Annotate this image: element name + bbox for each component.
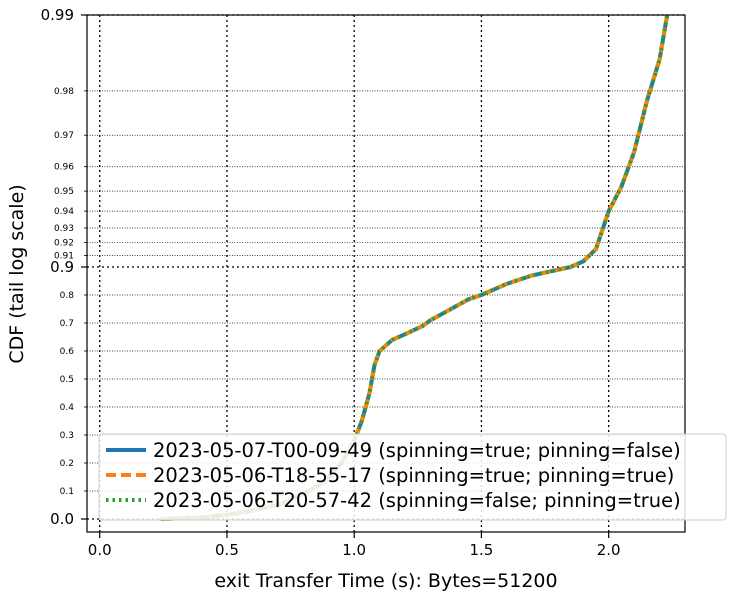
- y-axis-title: CDF (tail log scale): [6, 184, 28, 363]
- y-minor-tick-label: 0.97: [54, 131, 74, 141]
- y-minor-tick-label: 0.94: [54, 207, 74, 217]
- series-line-3: [160, 14, 670, 521]
- y-major-tick-label: 0.9: [50, 258, 74, 276]
- legend-label-1: 2023-05-07-T00-09-49 (spinning=true; pin…: [153, 439, 681, 462]
- y-minor-tick-label: 0.91: [54, 251, 74, 261]
- x-tick-label: 2.0: [597, 541, 621, 559]
- y-minor-tick-label: 0.96: [54, 163, 74, 173]
- y-minor-tick-label: 0.92: [54, 239, 74, 249]
- legend-items: 2023-05-07-T00-09-49 (spinning=true; pin…: [106, 439, 681, 512]
- axis-ticks: 0.0 0.5 1.0 1.5 2.0 0.1 0.2 0.3 0.4 0.5 0.6 0.7 0.8 0…: [41, 6, 621, 559]
- y-minor-tick-label: 0.3: [60, 431, 74, 441]
- y-minor-tick-label: 0.2: [60, 459, 74, 469]
- x-tick-label: 0.5: [215, 541, 239, 559]
- legend-label-3: 2023-05-06-T20-57-42 (spinning=false; pi…: [153, 489, 681, 512]
- y-minor-tick-label: 0.6: [60, 347, 75, 357]
- y-major-tick-label: 0.99: [41, 6, 74, 24]
- y-minor-tick-label: 0.4: [60, 403, 75, 413]
- y-minor-tick-label: 0.7: [60, 319, 74, 329]
- y-major-tick-label: 0.0: [50, 510, 74, 528]
- y-minor-tick-label: 0.5: [60, 375, 74, 385]
- y-minor-tick-label: 0.93: [54, 224, 74, 234]
- x-tick-label: 1.0: [342, 541, 366, 559]
- y-minor-tick-label: 0.98: [54, 87, 74, 97]
- y-minor-tick-label: 0.1: [60, 487, 74, 497]
- plot-frame: [86, 14, 686, 533]
- legend-label-2: 2023-05-06-T18-55-17 (spinning=true; pin…: [153, 464, 674, 487]
- x-tick-label: 0.0: [88, 541, 112, 559]
- legend-box: [98, 433, 727, 521]
- y-minor-tick-label: 0.8: [60, 291, 75, 301]
- legend: 2023-05-07-T00-09-49 (spinning=true; pin…: [98, 433, 727, 521]
- x-tick-label: 1.5: [469, 541, 493, 559]
- x-axis-title: exit Transfer Time (s): Bytes=51200: [214, 570, 557, 592]
- y-minor-tick-label: 0.95: [54, 187, 74, 197]
